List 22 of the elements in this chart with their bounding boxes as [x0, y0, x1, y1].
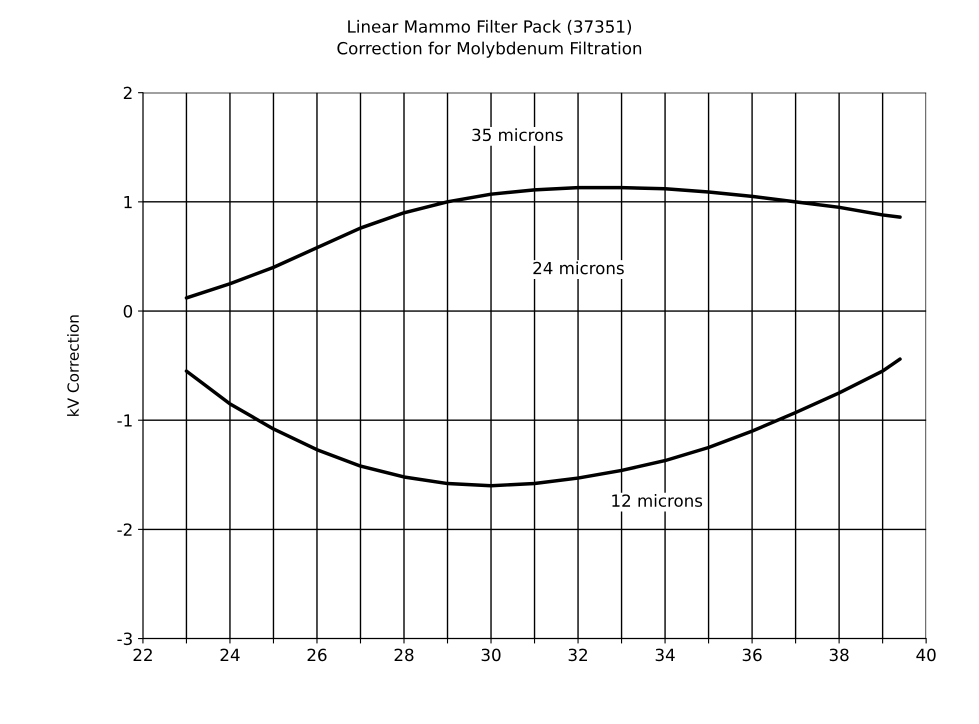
y-tick-label: -1	[117, 414, 132, 427]
x-tick-label: 38	[830, 648, 849, 662]
y-tick-label: 2	[124, 86, 132, 100]
x-tick-label: 28	[394, 648, 414, 662]
y-axis-title: kV Correction	[67, 315, 79, 416]
x-tick-label: 26	[308, 648, 327, 662]
annotation: 35 microns	[472, 128, 563, 142]
annotation: 24 microns	[533, 261, 624, 274]
x-tick-label: 40	[916, 648, 936, 662]
x-tick-label: 32	[568, 648, 587, 662]
y-tick-label: 0	[124, 304, 132, 318]
x-tick-label: 24	[220, 648, 240, 661]
chart-subtitle: Correction for Molybdenum Filtration	[337, 42, 642, 58]
annotation: 12 microns	[612, 494, 702, 507]
x-tick-label: 36	[742, 648, 762, 662]
y-tick-label: 1	[124, 196, 132, 208]
x-tick-label: 30	[482, 648, 501, 662]
chart-title: Linear Mammo Filter Pack (37351)	[348, 20, 632, 35]
x-tick-label: 34	[656, 648, 675, 662]
x-tick-label: 22	[134, 648, 152, 661]
y-tick-label: -3	[117, 632, 132, 646]
y-tick-label: -2	[117, 523, 132, 536]
